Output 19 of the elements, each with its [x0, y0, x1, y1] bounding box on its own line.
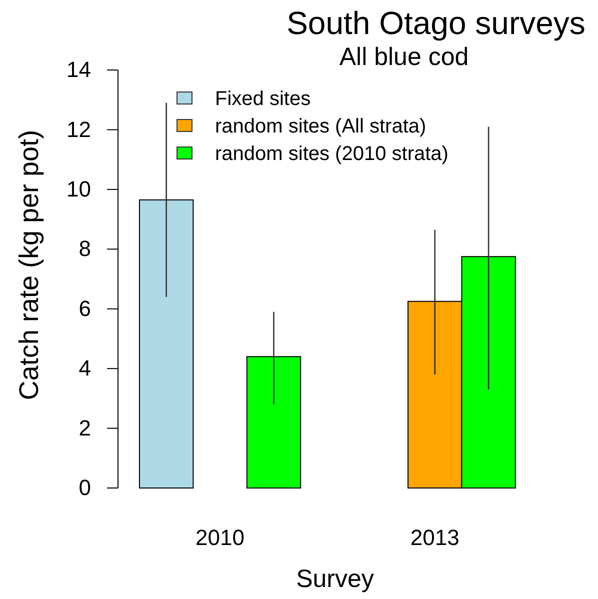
bar	[138, 199, 194, 488]
legend-label: random sites (2010 strata)	[215, 143, 448, 166]
x-axis-title: Survey	[296, 565, 374, 593]
chart-title: South Otago surveys	[286, 5, 586, 41]
y-tick-label: 6	[78, 296, 91, 321]
x-tick-label: 2010	[196, 525, 245, 550]
y-tick-label: 2	[78, 415, 91, 440]
y-tick-label: 4	[78, 356, 91, 381]
y-tick-label: 0	[78, 475, 91, 500]
legend-label: Fixed sites	[215, 88, 311, 110]
y-tick-label: 14	[66, 57, 91, 82]
legend-label: random sites (All strata)	[215, 116, 426, 138]
chart-subtitle: All blue cod	[339, 43, 469, 71]
y-axis-title: Catch rate (kg per pot)	[14, 130, 44, 400]
y-tick-label: 10	[66, 176, 91, 202]
bar	[246, 356, 302, 488]
x-tick-label: 2013	[410, 525, 460, 550]
y-tick-label: 12	[66, 116, 91, 142]
y-tick-label: 8	[78, 236, 91, 262]
